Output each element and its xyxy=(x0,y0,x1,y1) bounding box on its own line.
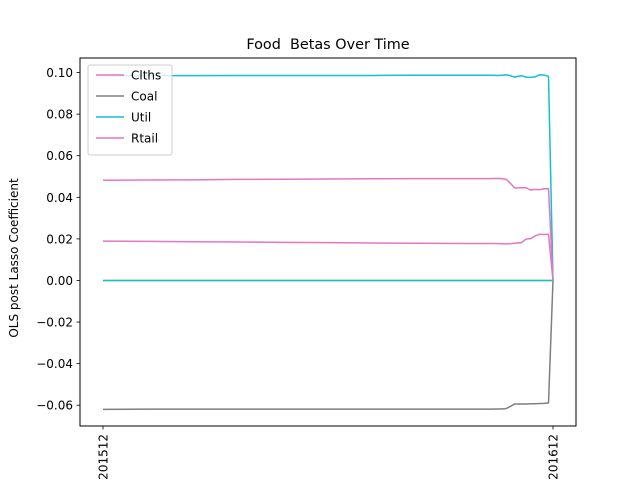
plot-series-group xyxy=(102,74,554,411)
x-tick-label: 201512 xyxy=(97,434,111,480)
legend-box xyxy=(87,64,173,156)
y-tick-label: 0.02 xyxy=(46,232,73,246)
y-axis: 0.10 0.08 0.06 0.04 0.02 0.00 −0.02 −0.04 −0.06 xyxy=(36,66,80,413)
x-tick-label: 201612 xyxy=(547,434,561,480)
legend-label-clths: Clths xyxy=(131,69,161,83)
x-axis: 201512 201612 xyxy=(97,426,561,480)
chart-title: Food Betas Over Time xyxy=(246,37,409,53)
y-axis-label: OLS post Lasso Coefficient xyxy=(7,178,21,338)
plot-frame xyxy=(79,57,577,427)
legend-label-rtail: Rtail xyxy=(131,132,158,146)
series-line-coal xyxy=(102,280,554,411)
series-line-clths xyxy=(102,233,554,281)
legend-label-coal: Coal xyxy=(131,90,157,104)
y-tick-label: −0.06 xyxy=(36,399,73,413)
y-tick-label: 0.10 xyxy=(46,66,73,80)
series-line-util xyxy=(103,74,554,281)
y-tick-label: 0.04 xyxy=(46,191,73,205)
legend-label-util: Util xyxy=(131,111,151,125)
legend: Clths Coal Util Rtail xyxy=(87,64,173,156)
y-tick-label: −0.02 xyxy=(36,316,73,330)
y-tick-label: −0.04 xyxy=(36,357,73,371)
y-tick-label: 0.00 xyxy=(46,274,73,288)
series-line-rtail xyxy=(102,177,554,281)
y-tick-label: 0.06 xyxy=(46,149,73,163)
y-tick-label: 0.08 xyxy=(46,108,73,122)
